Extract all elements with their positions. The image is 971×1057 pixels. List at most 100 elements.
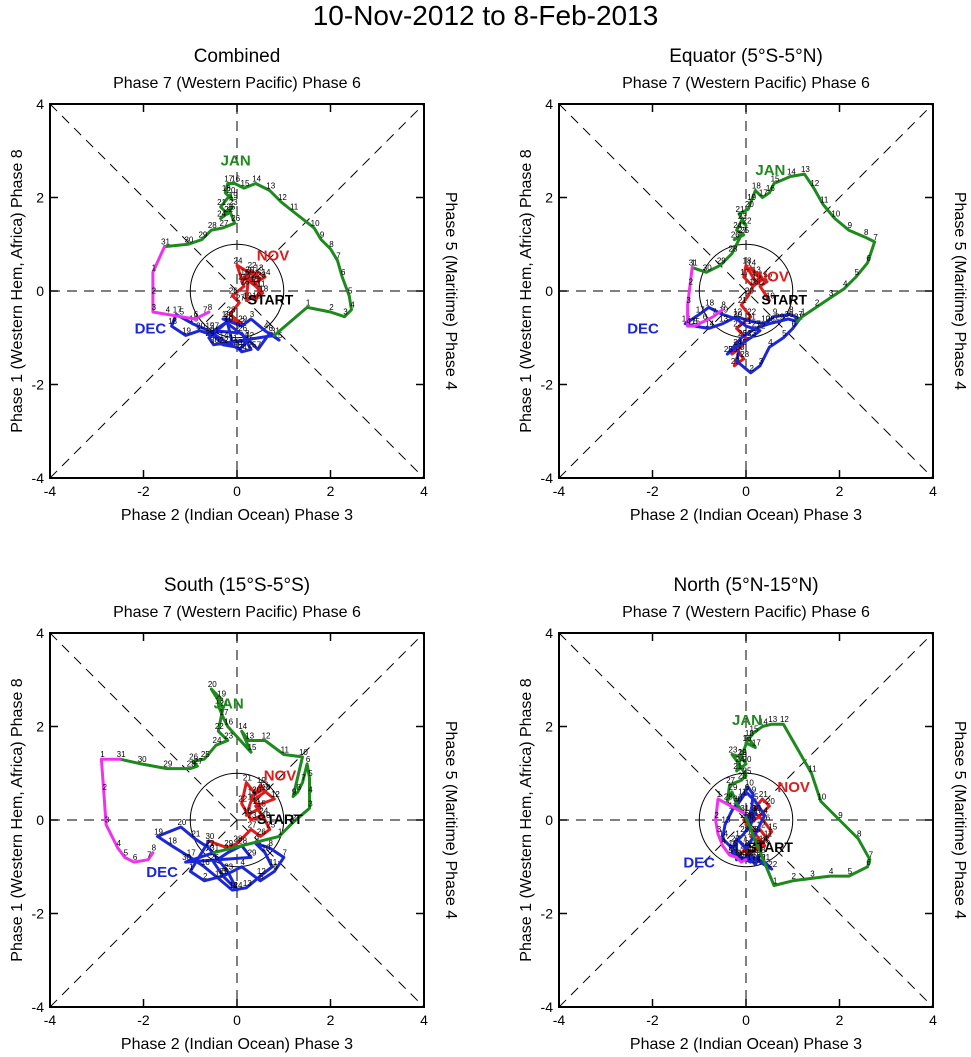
day-label: 19 [747, 193, 756, 202]
day-label: 28 [766, 315, 775, 324]
start-label: START [747, 839, 793, 855]
day-label: 23 [747, 329, 756, 338]
day-label: 29 [248, 848, 257, 857]
day-label: 24 [234, 881, 243, 890]
series-line-jan [163, 182, 353, 337]
amplitude-circle [189, 772, 285, 868]
day-label: 15 [729, 839, 738, 848]
y-tick-label: -2 [541, 906, 554, 922]
phase-label-bottom: Phase 2 (Indian Ocean) Phase 3 [630, 1036, 862, 1053]
day-label: 7 [869, 851, 874, 860]
day-label: 8 [152, 844, 157, 853]
day-label: 26 [738, 771, 747, 780]
day-label: 30 [733, 795, 742, 804]
day-label: 5 [754, 792, 759, 801]
day-label: 9 [236, 322, 241, 331]
day-label: 28 [208, 221, 217, 230]
series-line-dec [156, 825, 286, 892]
day-label: 29 [163, 760, 172, 769]
series-line-nov [730, 263, 771, 368]
day-label: 8 [864, 228, 869, 237]
day-label: 16 [243, 806, 252, 815]
day-label: 1 [735, 352, 740, 361]
day-label: 31 [743, 809, 752, 818]
day-label: 6 [194, 310, 199, 319]
day-label: 28 [234, 834, 243, 843]
x-tick-label: -2 [646, 483, 659, 499]
day-label: 9 [292, 788, 297, 797]
day-label: 18 [168, 837, 177, 846]
day-label: 5 [848, 867, 853, 876]
day-label: 26 [189, 753, 198, 762]
day-label: 22 [743, 217, 752, 226]
day-label: 27 [738, 226, 747, 235]
day-label: 22 [238, 795, 247, 804]
day-label: 22 [738, 748, 747, 757]
series-line-jan [725, 722, 872, 887]
y-tick-label: 4 [545, 96, 553, 112]
day-label: 23 [234, 338, 243, 347]
day-label: 6 [866, 858, 871, 867]
day-label: 14 [747, 259, 756, 268]
day-label: 26 [210, 853, 219, 862]
day-label: 9 [848, 221, 853, 230]
day-label: 14 [238, 722, 247, 731]
day-label: 26 [257, 827, 266, 836]
day-label: 30 [138, 755, 147, 764]
phase-label-right: Phase 5 (Maritime) Phase 4 [951, 192, 968, 390]
day-label: 24 [238, 343, 247, 352]
day-label: 11 [290, 203, 299, 212]
phase-label-right: Phase 5 (Maritime) Phase 4 [442, 192, 459, 390]
day-label: 27 [220, 219, 229, 228]
day-label: 25 [724, 345, 733, 354]
x-tick-label: 4 [929, 1012, 937, 1028]
day-label: 22 [757, 322, 766, 331]
x-tick-label: 2 [836, 1012, 844, 1028]
day-label: 14 [262, 268, 271, 277]
day-label: 7 [799, 310, 804, 319]
day-label: 21 [736, 205, 745, 214]
day-label: 12 [262, 732, 271, 741]
phase-label-left: Phase 1 (Western Hem, Africa) Phase 8 [9, 678, 26, 961]
day-label: 19 [754, 809, 763, 818]
phase-label-bottom: Phase 2 (Indian Ocean) Phase 3 [630, 507, 862, 524]
day-label: 20 [743, 755, 752, 764]
day-label: 17 [187, 848, 196, 857]
y-tick-label: -2 [32, 906, 45, 922]
day-label: 10 [831, 210, 840, 219]
day-label: 21 [743, 317, 752, 326]
day-label: 24 [733, 338, 742, 347]
day-label: 28 [227, 305, 236, 314]
day-label: 1 [735, 830, 740, 839]
month-label-jan: JAN [755, 162, 785, 179]
day-label: 4 [117, 839, 122, 848]
day-label: 23 [733, 319, 742, 328]
day-label: 15 [248, 743, 257, 752]
day-label: 4 [264, 322, 269, 331]
phase-label-right: Phase 5 (Maritime) Phase 4 [442, 721, 459, 919]
y-tick-label: 2 [545, 719, 553, 735]
day-label: 19 [243, 291, 252, 300]
month-label-jan: JAN [221, 152, 251, 169]
day-label: 29 [238, 315, 247, 324]
day-label: 8 [245, 329, 250, 338]
day-label: 11 [738, 788, 747, 797]
day-label: 14 [759, 718, 768, 727]
day-label: 17 [252, 277, 261, 286]
day-label: 4 [166, 305, 171, 314]
day-label: 25 [738, 851, 747, 860]
day-label: 30 [224, 310, 233, 319]
day-label: 28 [740, 350, 749, 359]
day-label: 26 [738, 329, 747, 338]
day-label: 27 [752, 319, 761, 328]
day-label: 8 [297, 783, 302, 792]
day-label: 14 [252, 174, 261, 183]
x-tick-label: -4 [553, 1012, 566, 1028]
day-label: 3 [152, 303, 157, 312]
day-label: 31 [210, 844, 219, 853]
day-label: 31 [117, 750, 126, 759]
day-label: 29 [198, 231, 207, 240]
day-label: 28 [750, 848, 759, 857]
phase-label-bottom: Phase 2 (Indian Ocean) Phase 3 [121, 1036, 353, 1053]
